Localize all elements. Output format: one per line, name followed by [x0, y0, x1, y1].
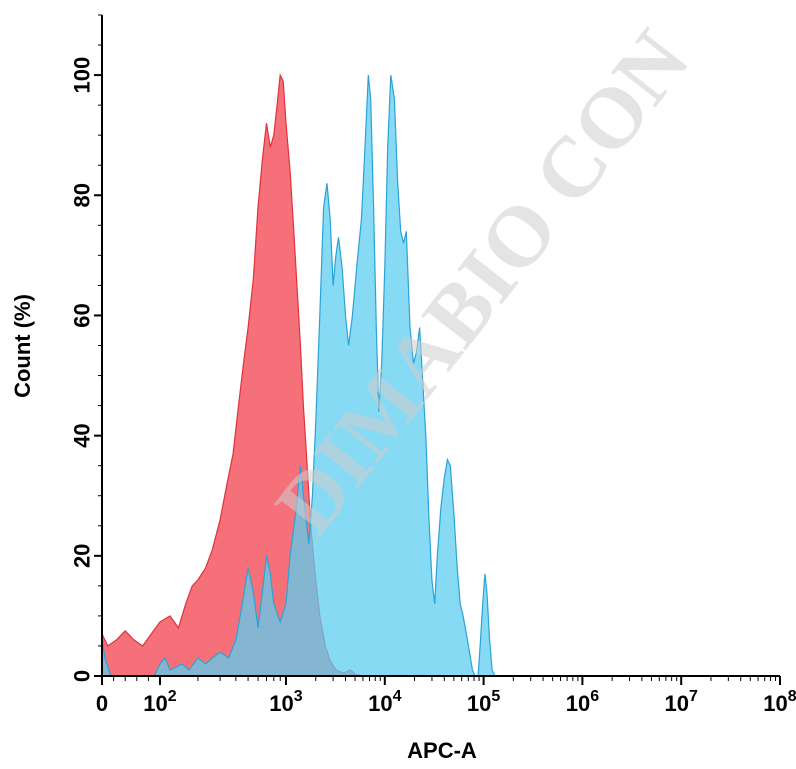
x-axis-title: APC-A: [407, 738, 477, 763]
x-tick-label: 102: [143, 688, 176, 716]
y-tick-label: 100: [70, 57, 95, 94]
x-tick-label: 105: [467, 688, 500, 716]
y-tick-label: 40: [70, 423, 95, 447]
x-tick-label: 108: [763, 688, 796, 716]
x-tick-label: 106: [566, 688, 599, 716]
x-tick-label: 0: [96, 691, 108, 716]
y-tick-label: 0: [70, 670, 95, 682]
axes: [94, 14, 781, 685]
series-2-area: [101, 75, 780, 677]
plot-area: [101, 72, 780, 677]
y-axis-title: Count (%): [10, 294, 35, 398]
x-tick-label: 104: [368, 688, 401, 716]
y-tick-label: 80: [70, 183, 95, 207]
x-tick-label: 103: [269, 688, 302, 716]
x-tick-label: 107: [665, 688, 698, 716]
y-tick-label: 60: [70, 303, 95, 327]
tick-labels: 0 20 40 60 80 100 0 102 103 104 105 106 107 108: [70, 57, 796, 716]
y-tick-label: 20: [70, 544, 95, 568]
